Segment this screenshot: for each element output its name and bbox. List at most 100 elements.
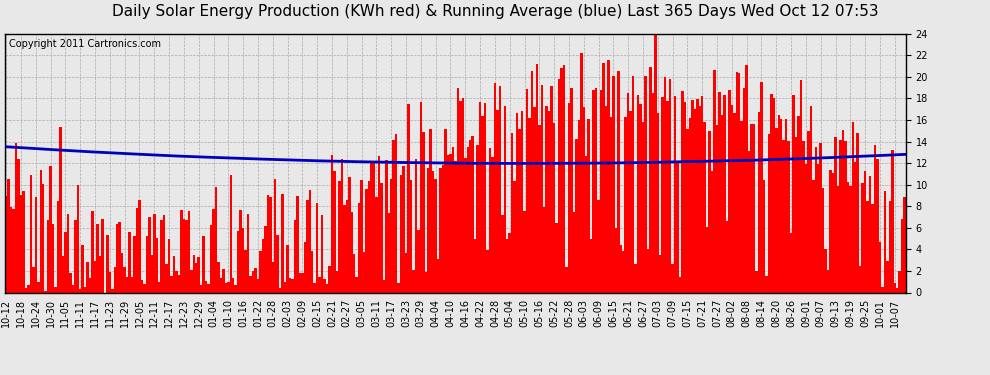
Bar	[449, 154, 451, 292]
Bar	[642, 122, 644, 292]
Bar	[79, 289, 81, 292]
Bar	[165, 264, 168, 292]
Bar	[866, 201, 869, 292]
Text: Copyright 2011 Cartronics.com: Copyright 2011 Cartronics.com	[10, 39, 161, 49]
Bar	[435, 179, 437, 292]
Bar	[562, 65, 565, 292]
Bar	[279, 288, 281, 292]
Bar	[602, 63, 605, 292]
Bar	[691, 100, 694, 292]
Bar	[259, 251, 261, 292]
Bar	[731, 105, 733, 292]
Bar	[767, 134, 770, 292]
Bar	[56, 201, 59, 292]
Bar	[595, 88, 597, 292]
Bar	[50, 166, 51, 292]
Bar	[760, 82, 762, 292]
Bar	[296, 196, 299, 292]
Bar	[800, 80, 802, 292]
Bar	[635, 264, 637, 292]
Bar	[271, 262, 274, 292]
Bar	[101, 219, 104, 292]
Bar	[526, 89, 529, 292]
Bar	[620, 245, 622, 292]
Bar	[541, 85, 544, 292]
Bar	[504, 106, 506, 292]
Bar	[711, 171, 714, 292]
Bar	[299, 273, 301, 292]
Bar	[884, 191, 886, 292]
Bar	[367, 181, 370, 292]
Bar	[846, 182, 849, 292]
Bar	[521, 111, 524, 292]
Bar	[534, 107, 536, 292]
Bar	[269, 197, 271, 292]
Bar	[514, 182, 516, 292]
Bar	[136, 209, 139, 292]
Bar	[175, 272, 178, 292]
Bar	[326, 284, 329, 292]
Bar	[752, 124, 755, 292]
Bar	[264, 226, 266, 292]
Bar	[185, 220, 187, 292]
Bar	[552, 123, 555, 292]
Bar	[580, 53, 582, 292]
Bar	[5, 196, 7, 292]
Bar	[32, 267, 35, 292]
Bar	[249, 276, 251, 292]
Bar	[664, 77, 666, 292]
Bar	[301, 273, 304, 292]
Bar	[400, 176, 402, 292]
Bar	[353, 254, 355, 292]
Bar	[755, 271, 757, 292]
Bar	[807, 131, 810, 292]
Bar	[387, 213, 390, 292]
Bar	[242, 228, 245, 292]
Bar	[377, 156, 380, 292]
Bar	[899, 270, 901, 292]
Bar	[281, 194, 284, 292]
Bar	[192, 255, 195, 292]
Bar	[600, 90, 602, 292]
Bar	[291, 279, 294, 292]
Bar	[51, 224, 54, 292]
Bar	[544, 207, 545, 292]
Bar	[494, 83, 496, 292]
Bar	[632, 76, 635, 292]
Bar	[585, 156, 587, 292]
Bar	[286, 245, 289, 292]
Bar	[701, 96, 704, 292]
Bar	[817, 164, 820, 292]
Bar	[274, 179, 276, 292]
Bar	[329, 266, 331, 292]
Bar	[565, 267, 567, 292]
Bar	[10, 207, 12, 292]
Bar	[446, 155, 449, 292]
Bar	[202, 236, 205, 292]
Bar	[501, 215, 504, 292]
Bar	[96, 224, 99, 292]
Bar	[686, 129, 689, 292]
Bar	[451, 147, 454, 292]
Bar	[661, 97, 664, 292]
Bar	[372, 161, 375, 292]
Bar	[227, 282, 230, 292]
Bar	[651, 93, 654, 292]
Bar	[876, 159, 879, 292]
Bar	[785, 119, 787, 292]
Bar	[74, 220, 76, 292]
Bar	[324, 279, 326, 292]
Bar	[627, 93, 630, 292]
Bar	[747, 151, 750, 292]
Bar	[437, 259, 440, 292]
Bar	[445, 129, 446, 292]
Bar	[775, 128, 777, 292]
Bar	[121, 254, 124, 292]
Bar	[792, 94, 795, 292]
Bar	[47, 220, 50, 292]
Bar	[382, 279, 385, 292]
Bar	[856, 134, 859, 292]
Bar	[410, 180, 412, 292]
Bar	[745, 65, 747, 292]
Bar	[131, 277, 134, 292]
